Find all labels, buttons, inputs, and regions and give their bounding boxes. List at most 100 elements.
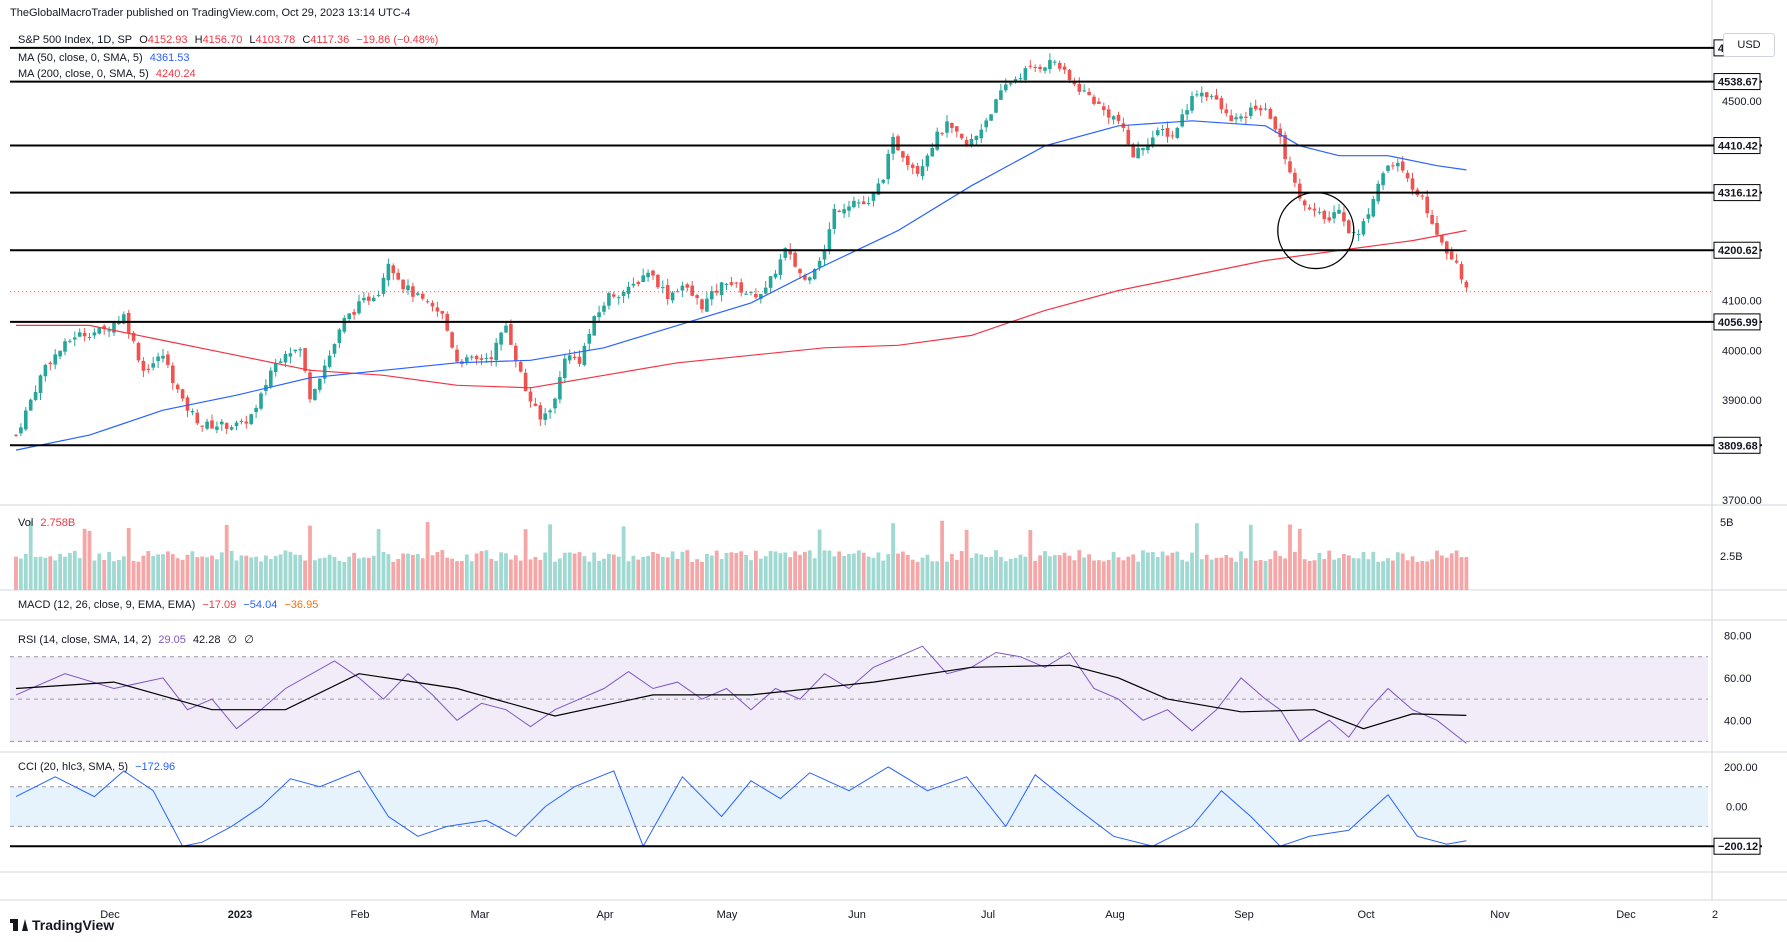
candle-body [1420,195,1425,197]
candle-body [278,361,283,364]
volume-bar [1072,560,1077,590]
volume-bar [401,553,405,590]
publisher-credit: TheGlobalMacroTrader published on Tradin… [10,7,411,19]
candle-body [950,122,954,128]
candle-body [538,405,543,420]
volume-bar [1410,556,1415,590]
candle-body [665,284,670,300]
candle-body [837,210,841,212]
candle-body [141,360,146,371]
volume-bar [567,552,572,590]
volume-value: 2.758B [40,517,76,529]
candle-body [871,193,876,201]
candle-body [185,397,190,411]
volume-bar [705,553,709,590]
price-tick-label: 3700.00 [1722,495,1762,507]
candle-body [881,179,886,183]
candle-body [342,318,347,332]
candle-body [1126,129,1131,145]
candle-body [337,329,342,344]
candle-body [876,183,881,195]
rsi-legend: RSI (14, close, SMA, 14, 2) 29.05 42.28 … [18,633,258,646]
volume-bar [945,561,949,590]
cci-line [15,766,1467,848]
volume-bar [283,550,288,590]
volume-bar [1371,551,1376,590]
candle-body [1293,172,1297,183]
volume-bar [1131,554,1136,590]
candle-body [969,138,974,146]
volume-bar [337,560,342,590]
candle-body [362,298,366,301]
volume-bar [1067,555,1072,590]
time-tick-label: Oct [1357,909,1374,921]
candle-body [425,301,430,303]
candle-body [1028,65,1033,67]
volume-bar [170,554,175,590]
candle-body [1151,137,1155,145]
volume-bar [1038,555,1042,590]
candle-body [1180,114,1184,127]
candle-body [1062,66,1067,70]
volume-bar [754,550,758,590]
volume-bar [175,558,180,590]
volume-bar [87,530,92,590]
candle-body [886,153,890,180]
volume-bar [616,556,621,590]
volume-bar [1229,557,1234,590]
volume-bar [489,558,494,590]
candle-body [724,284,729,286]
candle-body [1239,116,1243,119]
candle-body [200,425,204,427]
volume-bar [558,558,562,590]
volume-bar [82,528,87,590]
candle-body [763,287,768,294]
time-tick-label: 2 [1712,909,1718,921]
candle-body [1033,66,1037,68]
volume-bar [969,557,974,590]
volume-tick-label: 5B [1720,517,1733,529]
volume-bar [636,559,641,590]
tradingview-icon [10,919,28,931]
volume-bar [680,551,685,590]
candle-body [53,354,57,365]
candle-body [489,357,494,359]
candle-body [469,356,474,358]
candle-body [548,410,552,413]
level-label: 4316.12 [1718,188,1758,200]
candle-body [1209,95,1214,97]
candle-body [910,164,915,168]
currency-button[interactable]: USD [1723,33,1775,57]
volume-bar [763,556,768,590]
volume-bar [685,550,690,590]
time-tick-label: Feb [351,909,370,921]
candle-body [1234,117,1238,120]
volume-bar [215,559,219,590]
candle-body [1386,165,1390,171]
candle-body [479,358,484,360]
volume-bar [1420,560,1425,590]
candle-body [1146,144,1150,151]
brand-label: TradingView [32,917,115,933]
candle-body [391,265,396,274]
volume-bar [43,557,48,590]
volume-bar [151,556,156,590]
volume-bar [53,560,58,590]
volume-bar [1440,555,1444,590]
volume-bar [1327,550,1332,590]
volume-bar [1204,554,1209,590]
candle-body [1278,128,1282,137]
time-tick-label: Aug [1105,909,1125,921]
volume-bar [219,552,224,590]
candle-body [494,342,498,361]
volume-bar [440,550,445,590]
annotation-circle [1277,191,1355,270]
volume-bar [920,557,925,590]
volume-bar [827,550,832,590]
candle-body [195,412,200,424]
candle-body [259,393,263,409]
candle-body [1195,94,1199,96]
volume-bar [190,551,195,590]
volume-bar [896,553,900,590]
